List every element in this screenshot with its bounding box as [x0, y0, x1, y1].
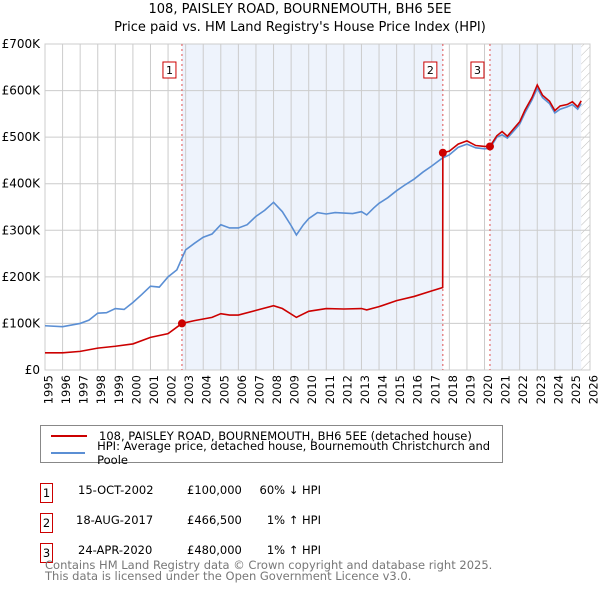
price-paid-line: [45, 83, 582, 354]
sale-point: [485, 142, 494, 151]
x-tick-label: 2020: [481, 375, 495, 404]
footer-licence: This data is licensed under the Open Gov…: [45, 569, 412, 583]
x-tick-label: 2025: [569, 375, 583, 404]
x-tick-label: 1998: [94, 375, 108, 404]
y-tick-label: £600K: [2, 84, 42, 98]
sale-hpi: 1% ↑ HPI: [266, 543, 321, 557]
shaded-period: [181, 44, 443, 370]
x-tick-label: 2024: [551, 375, 565, 404]
x-tick-label: 2008: [270, 375, 284, 404]
x-tick-label: 1995: [42, 375, 56, 404]
x-tick-label: 2022: [516, 375, 530, 404]
sale-date: 15-OCT-2002: [78, 483, 154, 497]
x-tick-label: 2017: [428, 375, 442, 404]
x-tick-label: 2021: [499, 375, 513, 404]
hpi-line: [44, 86, 582, 328]
legend-item-hpi: HPI: Average price, detached house, Bour…: [51, 439, 502, 467]
legend: 108, PAISLEY ROAD, BOURNEMOUTH, BH6 5EE …: [40, 425, 503, 467]
y-tick-label: £700K: [2, 37, 42, 51]
sale-marker-label: 3: [474, 64, 481, 77]
x-tick-label: 2006: [235, 375, 249, 404]
sale-price: £100,000: [187, 483, 242, 497]
y-tick-label: £0: [25, 363, 40, 377]
x-tick-label: 1997: [77, 375, 91, 404]
sale-date: 24-APR-2020: [78, 543, 153, 557]
x-tick-label: 2010: [305, 375, 319, 404]
sale-marker-number: 3: [40, 543, 53, 563]
x-tick-label: 2014: [376, 375, 390, 404]
x-tick-label: 2007: [252, 375, 266, 404]
x-tick-label: 2012: [340, 375, 354, 404]
x-tick-label: 2000: [129, 375, 143, 404]
plot-border: [44, 43, 591, 371]
y-tick-label: £200K: [2, 270, 42, 284]
x-tick-label: 2019: [463, 375, 477, 404]
x-tick-label: 2013: [358, 375, 372, 404]
x-tick-label: 2011: [323, 375, 337, 404]
x-tick-label: 2004: [200, 375, 214, 404]
x-tick-label: 2009: [288, 375, 302, 404]
sale-marker-number: 1: [40, 483, 53, 503]
x-tick-label: 2002: [165, 375, 179, 404]
legend-item-property: 108, PAISLEY ROAD, BOURNEMOUTH, BH6 5EE …: [51, 427, 472, 444]
sale-date: 18-AUG-2017: [76, 513, 154, 527]
sale-price: £466,500: [187, 513, 242, 527]
legend-swatch: [51, 434, 87, 437]
sale-hpi: 60% ↓ HPI: [259, 483, 321, 497]
x-tick-label: 2015: [393, 375, 407, 404]
plot-area: 1995 1996 1997 1998 1999 2000 2001 2002 2003 2004…: [2, 37, 600, 404]
legend-swatch: [51, 451, 86, 454]
x-tick-label: 2018: [446, 375, 460, 404]
sale-marker-box: [470, 61, 485, 79]
chart-title: 108, PAISLEY ROAD, BOURNEMOUTH, BH6 5EE: [148, 2, 452, 17]
sale-marker-box: [162, 61, 177, 79]
y-tick-label: £100K: [2, 316, 42, 330]
footer-copyright: Contains HM Land Registry data © Crown c…: [45, 558, 493, 572]
legend-label: HPI: Average price, detached house, Bour…: [97, 438, 491, 467]
sale-marker-label: 1: [166, 64, 173, 77]
shaded-period: [489, 44, 582, 370]
x-tick-label: 2026: [587, 375, 600, 404]
x-tick-label: 1999: [112, 375, 126, 404]
footer: Contains HM Land Registry data © Crown c…: [45, 558, 493, 583]
chart-subtitle: Price paid vs. HM Land Registry's House …: [114, 20, 486, 35]
x-tick-label: 2001: [147, 375, 161, 404]
sale-hpi: 1% ↑ HPI: [266, 513, 321, 527]
x-tick-label: 2016: [411, 375, 425, 404]
x-tick-label: 1996: [59, 375, 73, 404]
y-tick-label: £300K: [2, 223, 42, 237]
sale-point: [177, 319, 186, 328]
x-tick-label: 2005: [217, 375, 231, 404]
sale-marker-number: 2: [40, 513, 53, 533]
x-tick-label: 2003: [182, 375, 196, 404]
sale-price: £480,000: [187, 543, 242, 557]
sale-marker-label: 2: [427, 64, 434, 77]
y-tick-label: £400K: [2, 177, 42, 191]
x-tick-label: 2023: [534, 375, 548, 404]
legend-label: 108, PAISLEY ROAD, BOURNEMOUTH, BH6 5EE …: [99, 428, 472, 443]
sale-point: [438, 148, 447, 157]
forecast-hatch: [581, 44, 590, 370]
sale-marker-box: [423, 61, 438, 79]
y-tick-label: £500K: [2, 130, 42, 144]
